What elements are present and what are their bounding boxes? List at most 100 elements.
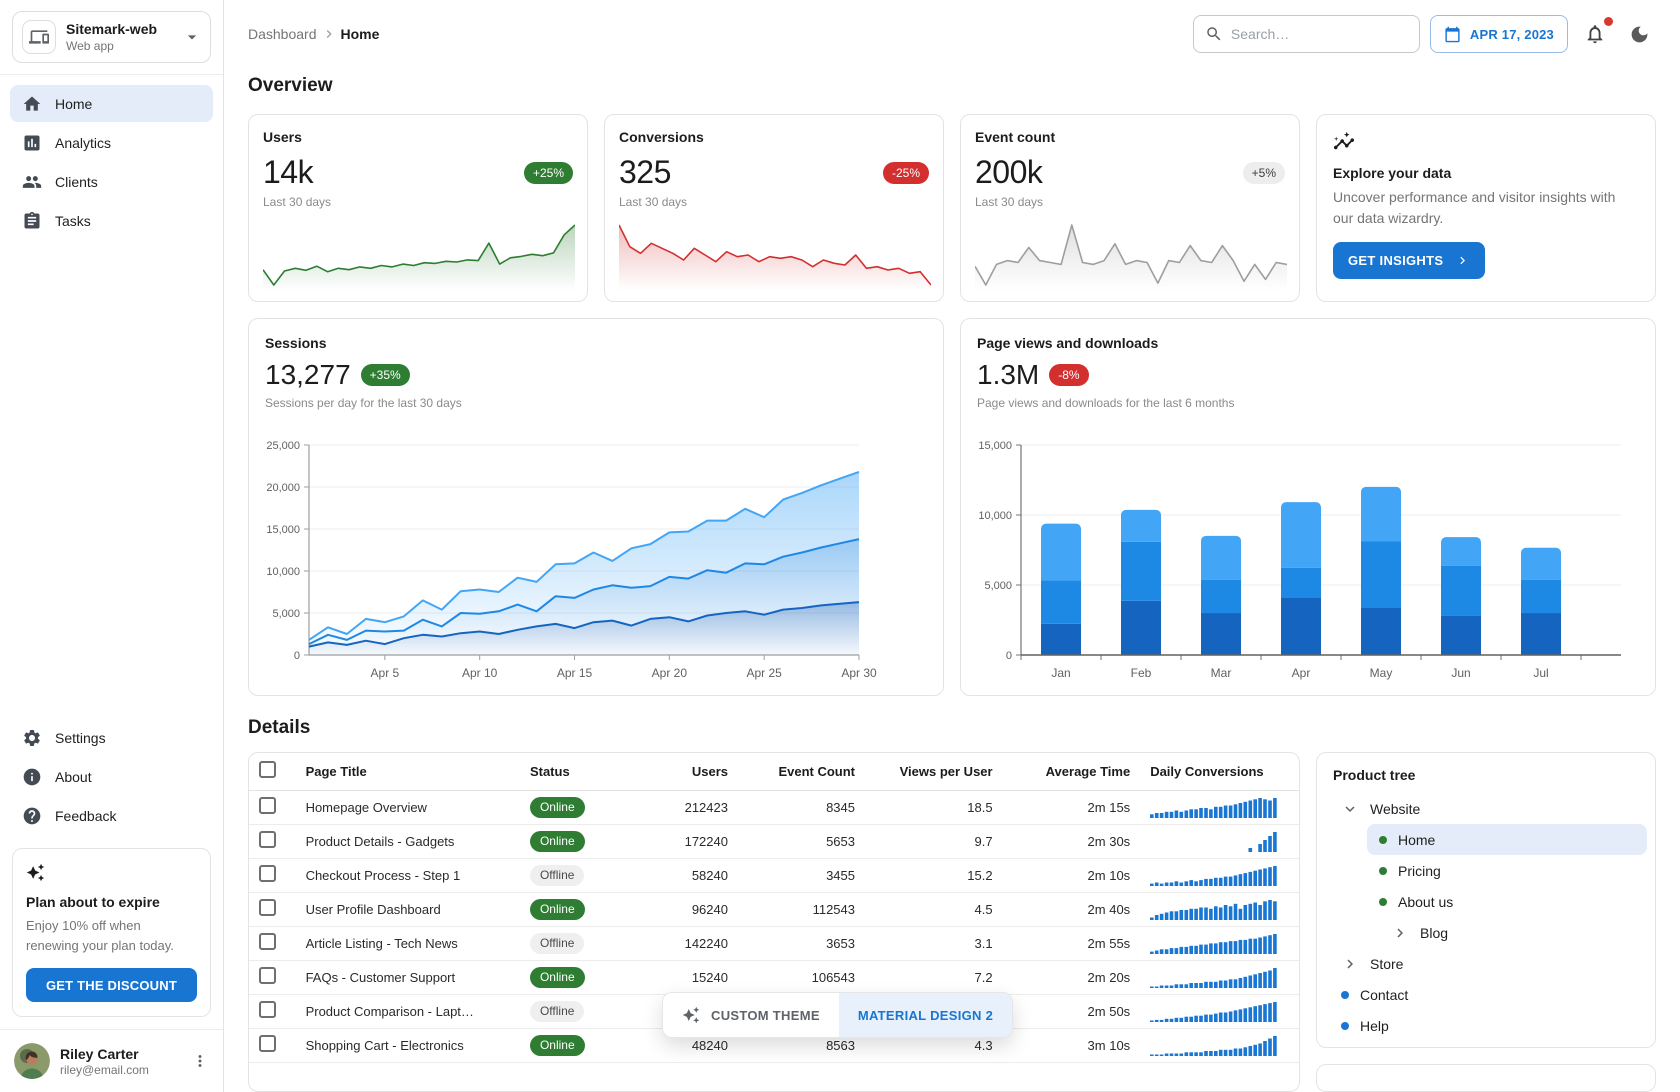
- event-count-cell: 112543: [737, 892, 865, 927]
- sessions-chip: +35%: [360, 364, 410, 386]
- column-header-views-per-user[interactable]: Views per User: [865, 753, 1003, 791]
- table-row[interactable]: User Profile Dashboard Online 96240 112543 4…: [249, 892, 1299, 927]
- plan-title: Plan about to expire: [26, 894, 160, 910]
- sidebar-divider: [0, 74, 223, 75]
- sidebar-item-label: Analytics: [55, 134, 112, 151]
- status-badge: Offline: [529, 864, 585, 886]
- chevron-right-icon: [1460, 256, 1466, 265]
- tree-item-website[interactable]: Website: [1331, 793, 1647, 824]
- search-input[interactable]: [1230, 26, 1408, 42]
- analytics-icon: [24, 135, 40, 150]
- sidebar-item-analytics[interactable]: Analytics: [10, 124, 213, 161]
- date-picker-button[interactable]: APR 17, 2023: [1429, 15, 1568, 53]
- select-all-checkbox[interactable]: [259, 761, 276, 779]
- sidebar-item-settings[interactable]: Settings: [10, 719, 213, 756]
- users-cell: 212423: [632, 790, 738, 825]
- column-header-page-title[interactable]: Page Title: [295, 753, 520, 791]
- notifications-button[interactable]: [1578, 16, 1613, 52]
- svg-text:Apr 25: Apr 25: [746, 666, 782, 680]
- sidebar-item-about[interactable]: About: [10, 758, 213, 795]
- tree-item-label: Contact: [1360, 986, 1409, 1003]
- date-label: APR 17, 2023: [1469, 26, 1554, 42]
- get-insights-button[interactable]: GET INSIGHTS: [1333, 242, 1486, 279]
- svg-text:Mar: Mar: [1211, 666, 1232, 680]
- insight-body: Uncover performance and visitor insights…: [1333, 189, 1616, 226]
- svg-text:May: May: [1370, 666, 1393, 680]
- page-title-cell: Shopping Cart - Electronics: [295, 1028, 520, 1063]
- tree-item-about-us[interactable]: About us: [1331, 886, 1647, 917]
- sessions-subtitle: Sessions per day for the last 30 days: [265, 396, 462, 410]
- row-checkbox[interactable]: [259, 967, 276, 984]
- tree-item-home[interactable]: Home: [1367, 824, 1647, 855]
- average-time-cell: 2m 50s: [1002, 994, 1141, 1029]
- table-row[interactable]: FAQs - Customer Support Online 15240 106543…: [249, 960, 1299, 995]
- pageviews-value: 1.3M: [977, 359, 1040, 390]
- svg-text:Apr 10: Apr 10: [462, 666, 498, 680]
- tree-item-pricing[interactable]: Pricing: [1331, 855, 1647, 886]
- table-row[interactable]: Article Listing - Tech News Offline 142240…: [249, 926, 1299, 961]
- table-row[interactable]: Product Details - Gadgets Online 172240 565…: [249, 824, 1299, 859]
- daily-conversions-sparkline: [1150, 968, 1277, 988]
- workspace-select[interactable]: Sitemark-web Web app: [12, 11, 211, 63]
- status-badge: Online: [529, 898, 585, 920]
- tree-item-label: About us: [1398, 893, 1454, 910]
- table-row[interactable]: Checkout Process - Step 1 Offline 58240 345…: [249, 858, 1299, 893]
- tree-item-contact[interactable]: Contact: [1331, 979, 1647, 1010]
- tree-item-store[interactable]: Store: [1331, 948, 1647, 979]
- row-checkbox[interactable]: [259, 1035, 276, 1052]
- svg-text:5,000: 5,000: [272, 608, 300, 620]
- row-checkbox[interactable]: [259, 797, 276, 814]
- sidebar-item-clients[interactable]: Clients: [10, 163, 213, 200]
- average-time-cell: 3m 10s: [1002, 1028, 1141, 1063]
- svg-text:15,000: 15,000: [978, 440, 1012, 452]
- row-checkbox[interactable]: [259, 899, 276, 916]
- row-checkbox[interactable]: [259, 865, 276, 882]
- daily-conversions-sparkline: [1248, 832, 1277, 852]
- next-card-partial: [1316, 1064, 1656, 1092]
- column-header-daily-conversions[interactable]: Daily Conversions: [1140, 753, 1299, 791]
- avatar: [14, 1043, 50, 1079]
- page-title-cell: Product Details - Gadgets: [295, 824, 520, 859]
- event-count-cell: 5653: [737, 824, 865, 859]
- tree-item-help[interactable]: Help: [1331, 1010, 1647, 1041]
- workspace-type: Web app: [66, 38, 114, 53]
- material-design-2-button[interactable]: MATERIAL DESIGN 2: [838, 993, 1013, 1037]
- column-header-status[interactable]: Status: [519, 753, 633, 791]
- workspace-name: Sitemark-web: [66, 21, 158, 38]
- column-header-average-time[interactable]: Average Time: [1002, 753, 1141, 791]
- breadcrumb-dashboard[interactable]: Dashboard: [248, 26, 317, 42]
- bell-icon: [1584, 23, 1606, 45]
- get-discount-button[interactable]: GET THE DISCOUNT: [26, 968, 197, 1002]
- charts-row: Sessions 13,277 +35% Sessions per day fo…: [248, 318, 1656, 696]
- daily-conversions-sparkline: [1150, 866, 1277, 886]
- page-title-cell: Checkout Process - Step 1: [295, 858, 520, 893]
- sparkle-icon: [682, 1006, 700, 1024]
- trend-sparkline: [263, 224, 575, 291]
- sidebar-item-home[interactable]: Home: [10, 85, 213, 122]
- gear-icon: [24, 729, 40, 746]
- table-row[interactable]: Homepage Overview Online 212423 8345 18.5 2m …: [249, 790, 1299, 825]
- column-header-event-count[interactable]: Event Count: [737, 753, 865, 791]
- row-checkbox[interactable]: [259, 933, 276, 950]
- tree-item-label: Pricing: [1398, 862, 1441, 879]
- daily-conversions-sparkline: [1150, 934, 1277, 954]
- svg-text:5,000: 5,000: [984, 580, 1012, 592]
- more-vert-icon[interactable]: [189, 1050, 211, 1072]
- dot-blue: [1341, 990, 1349, 999]
- breadcrumb-separator-icon: [321, 26, 337, 42]
- custom-theme-button[interactable]: CUSTOM THEME: [663, 993, 839, 1037]
- user-row: Riley Carter riley@email.com: [0, 1029, 223, 1092]
- sidebar-item-tasks[interactable]: Tasks: [10, 202, 213, 239]
- views-per-user-cell: 7.2: [865, 960, 1003, 995]
- moon-icon: [1629, 24, 1650, 45]
- views-per-user-cell: 3.1: [865, 926, 1003, 961]
- row-checkbox[interactable]: [259, 831, 276, 848]
- row-checkbox[interactable]: [259, 1001, 276, 1018]
- svg-text:Jul: Jul: [1533, 666, 1548, 680]
- sidebar-item-feedback[interactable]: Feedback: [10, 797, 213, 834]
- tree-item-blog[interactable]: Blog: [1331, 917, 1647, 948]
- users-cell: 96240: [632, 892, 738, 927]
- dot-blue: [1341, 1021, 1349, 1030]
- dark-mode-toggle[interactable]: [1622, 16, 1656, 52]
- column-header-users[interactable]: Users: [632, 753, 738, 791]
